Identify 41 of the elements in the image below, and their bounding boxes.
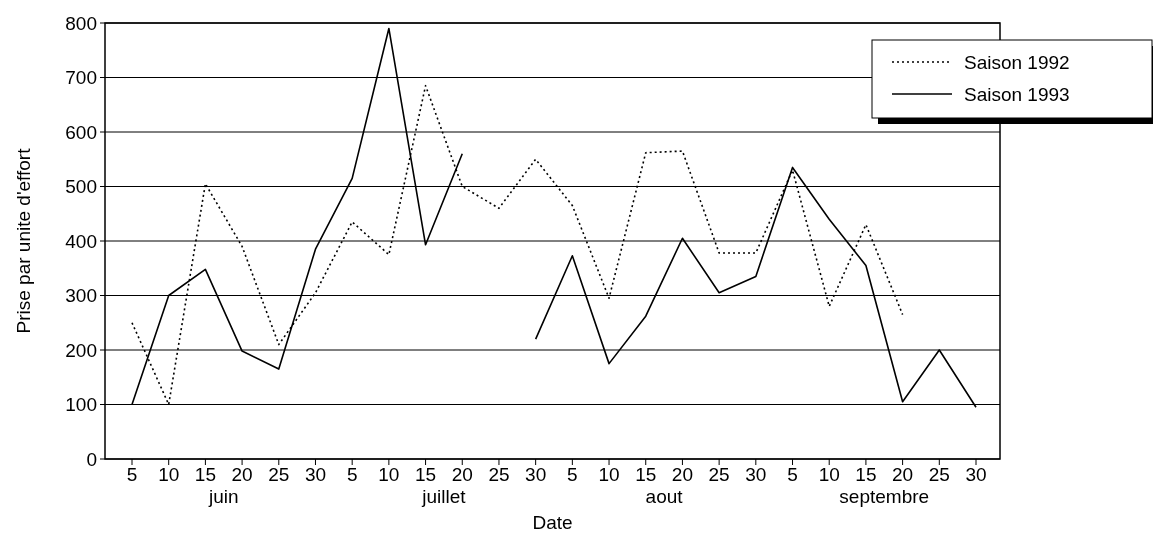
x-tick-label: 5 <box>346 464 358 485</box>
x-tick-label: 10 <box>158 464 180 485</box>
text: septembre <box>839 486 930 507</box>
y-tick-label: 800 <box>65 12 97 34</box>
x-tick-label: 5 <box>126 464 138 485</box>
x-tick-label: 20 <box>231 464 253 485</box>
y-tick-label: 300 <box>65 285 97 307</box>
x-tick-label: 30 <box>965 464 987 485</box>
x-axis-title: Date <box>532 512 573 533</box>
x-tick-label: 20 <box>451 464 473 485</box>
y-tick-label: 200 <box>65 339 97 361</box>
x-tick-label: 30 <box>304 464 327 485</box>
x-tick-label: 15 <box>194 464 216 485</box>
text: juillet <box>421 486 467 507</box>
legend-label: Saison 1993 <box>964 83 1070 105</box>
y-tick-label: 100 <box>65 394 97 416</box>
x-tick-label: 25 <box>488 464 510 485</box>
y-tick-label: 700 <box>65 67 97 89</box>
y-axis-title: Prise par unite d'effort <box>13 147 34 334</box>
x-tick-label: 20 <box>892 464 914 485</box>
y-tick-label: 600 <box>65 121 97 143</box>
y-tick-label: 500 <box>65 176 97 198</box>
x-tick-label: 10 <box>818 464 840 485</box>
x-tick-label: 25 <box>268 464 290 485</box>
x-tick-label: 30 <box>525 464 547 485</box>
x-tick-label: 20 <box>671 464 694 485</box>
text: aout <box>645 486 684 507</box>
x-tick-label: 30 <box>745 464 767 485</box>
x-tick-label: 10 <box>598 464 620 485</box>
x-tick-label: 25 <box>928 464 950 485</box>
legend-label: Saison 1992 <box>964 51 1070 73</box>
x-tick-label: 5 <box>567 464 578 485</box>
y-tick-label: 0 <box>86 448 97 470</box>
x-tick-label: 25 <box>708 464 730 485</box>
x-tick-label: 10 <box>378 464 400 485</box>
x-tick-label: 15 <box>635 464 657 485</box>
x-tick-label: 5 <box>787 464 798 485</box>
y-tick-label: 400 <box>65 230 97 252</box>
x-tick-label: 15 <box>414 464 437 485</box>
text: juin <box>207 486 239 507</box>
x-tick-label: 15 <box>855 464 877 485</box>
